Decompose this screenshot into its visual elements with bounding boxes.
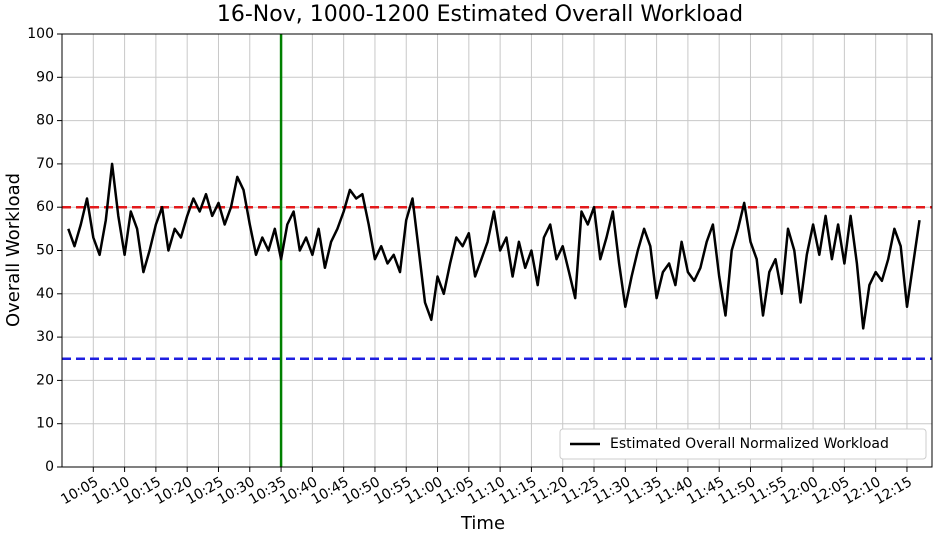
y-tick-label: 0: [45, 459, 54, 475]
y-tick-label: 80: [36, 113, 54, 129]
y-tick-label: 30: [36, 329, 54, 345]
y-axis-label: Overall Workload: [3, 173, 24, 327]
y-tick-label: 90: [36, 69, 54, 85]
x-axis-label: Time: [460, 513, 505, 534]
y-tick-label: 50: [36, 243, 54, 259]
plot-frame: [61, 33, 933, 468]
legend-text: Estimated Overall Normalized Workload: [610, 436, 889, 452]
y-tick-label: 40: [36, 286, 54, 302]
y-tick-label: 100: [27, 26, 54, 42]
data-line: [67, 162, 921, 330]
y-tick-label: 60: [36, 199, 54, 215]
y-tick-label: 10: [36, 416, 54, 432]
y-tick-label: 20: [36, 372, 54, 388]
chart-title: 16-Nov, 1000-1200 Estimated Overall Work…: [217, 2, 743, 27]
legend-box: [559, 428, 927, 460]
y-tick-label: 70: [36, 156, 54, 172]
